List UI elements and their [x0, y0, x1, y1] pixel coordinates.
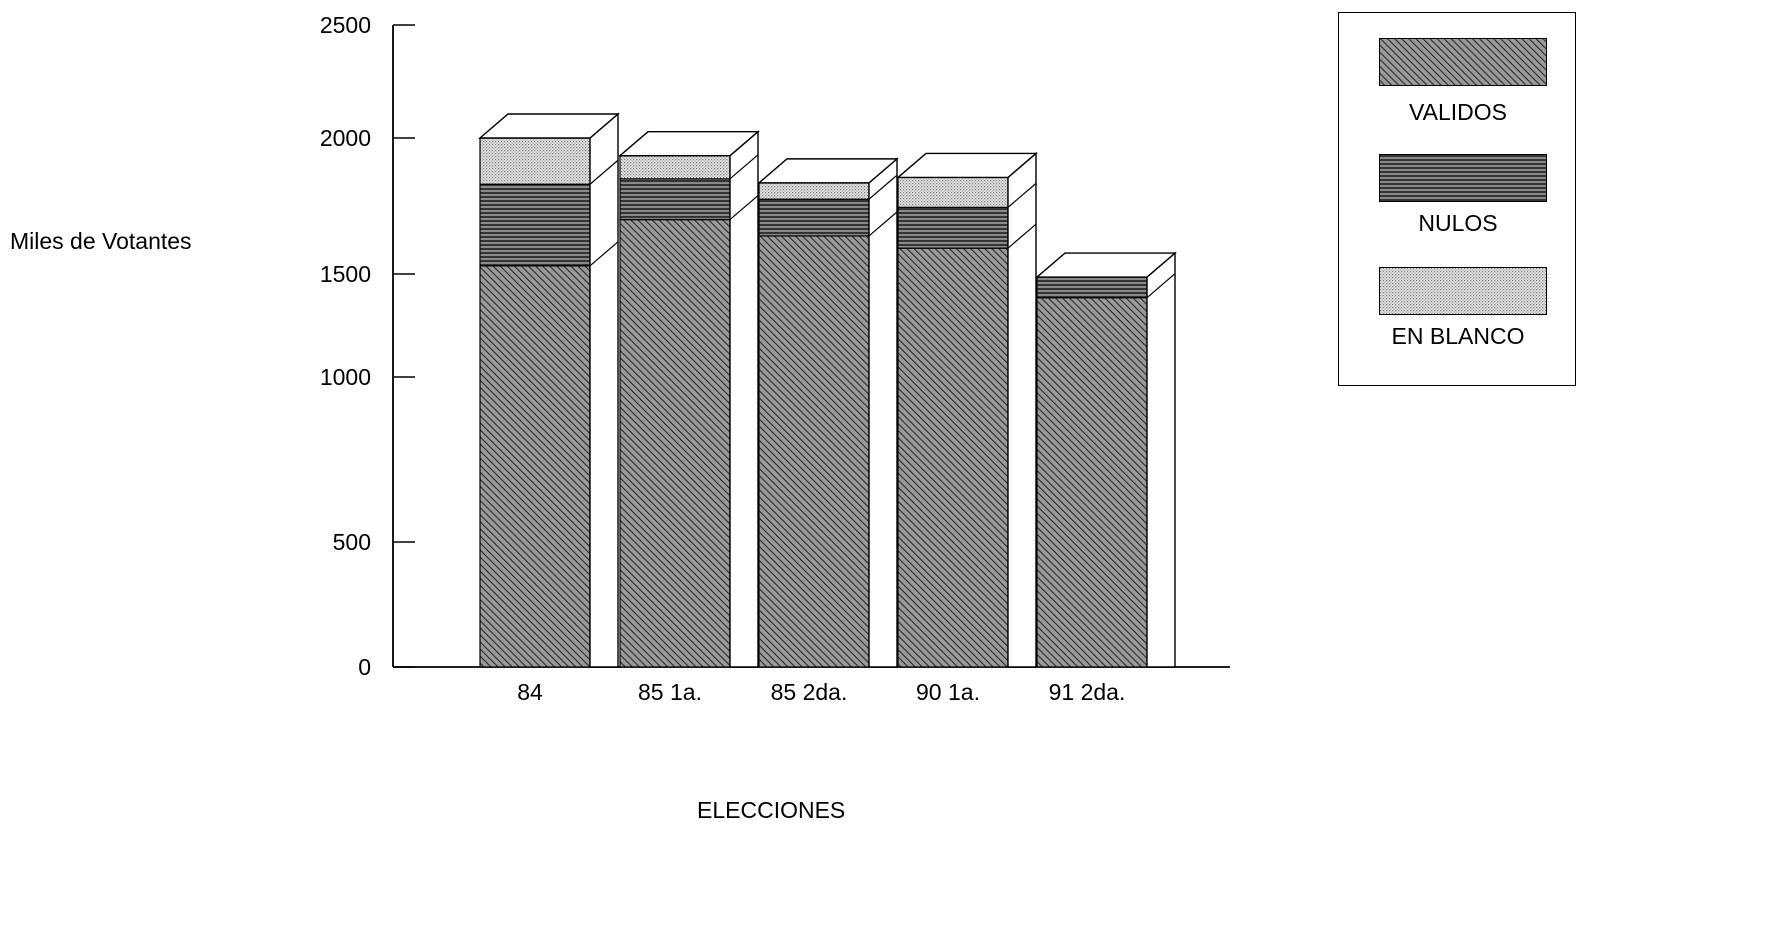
x-tick-label: 85 2da.: [771, 679, 848, 705]
bar-top-face: [757, 158, 899, 184]
bars: [478, 112, 1177, 668]
bar-side-face: [589, 112, 619, 668]
bar-depth-line: [1146, 273, 1176, 299]
bar-segment-nulos: [897, 206, 1009, 249]
bar-segment-en-blanco: [758, 182, 870, 200]
bar-segment-nulos: [479, 183, 591, 267]
y-tick-label: 1000: [320, 364, 371, 390]
bar-0: [478, 112, 620, 668]
bar-depth-line: [1007, 223, 1037, 249]
bar-segment-nulos: [758, 198, 870, 237]
bar-top-face: [478, 113, 620, 139]
bar-segment-en-blanco: [897, 176, 1009, 208]
bar-segment-en-blanco: [479, 137, 591, 185]
bar-depth-line: [729, 154, 759, 180]
legend-swatch-nulos: [1379, 154, 1547, 202]
bar-top-face: [618, 130, 760, 157]
bar-segment-validos: [758, 235, 870, 668]
legend-label-validos: VALIDOS: [1409, 99, 1507, 125]
y-tick-label: 1500: [320, 261, 371, 287]
axes: 0 500 1000 1500 2000 2500 84 85 1a. 85 2da. 90 1a…: [320, 12, 1230, 705]
y-tick-label: 2000: [320, 125, 371, 151]
bar-top-face: [896, 152, 1038, 179]
x-tick-label: 84: [517, 679, 543, 705]
y-tick-label: 0: [358, 654, 371, 680]
bar-segment-validos: [619, 219, 731, 668]
y-axis-label: Miles de Votantes: [10, 228, 192, 254]
bar-1: [618, 130, 760, 668]
bar-side-face: [1007, 151, 1037, 668]
legend-swatch-validos: [1379, 38, 1547, 86]
bar-segment-nulos: [1036, 276, 1148, 299]
bar-depth-line: [589, 159, 619, 185]
bar-depth-line: [868, 174, 898, 200]
bar-2: [757, 157, 899, 668]
bar-depth-line: [589, 241, 619, 267]
x-axis-label: ELECCIONES: [697, 797, 846, 823]
legend-label-en-blanco: EN BLANCO: [1391, 323, 1525, 349]
bar-depth-line: [868, 211, 898, 237]
bar-segment-validos: [897, 247, 1009, 668]
legend-swatch-en-blanco: [1379, 267, 1547, 315]
bar-side-face: [1146, 251, 1176, 668]
bar-side-face: [729, 130, 759, 668]
bar-segment-en-blanco: [619, 155, 731, 180]
x-tick-label: 85 1a.: [638, 679, 702, 705]
bar-side-face: [868, 157, 898, 668]
bar-3: [896, 151, 1038, 668]
bar-top-face: [1035, 252, 1177, 278]
y-tick-label: 500: [333, 529, 371, 555]
x-tick-label: 91 2da.: [1049, 679, 1126, 705]
legend: VALIDOS NULOS EN BLANCO: [1338, 12, 1576, 386]
x-tick-label: 90 1a.: [916, 679, 980, 705]
bar-depth-line: [1007, 182, 1037, 208]
bar-segment-validos: [1036, 297, 1148, 668]
y-tick-label: 2500: [320, 12, 371, 38]
bar-depth-line: [729, 195, 759, 221]
bar-segment-validos: [479, 265, 591, 668]
legend-label-nulos: NULOS: [1418, 210, 1498, 236]
bar-segment-nulos: [619, 178, 731, 221]
bar-4: [1035, 251, 1177, 668]
